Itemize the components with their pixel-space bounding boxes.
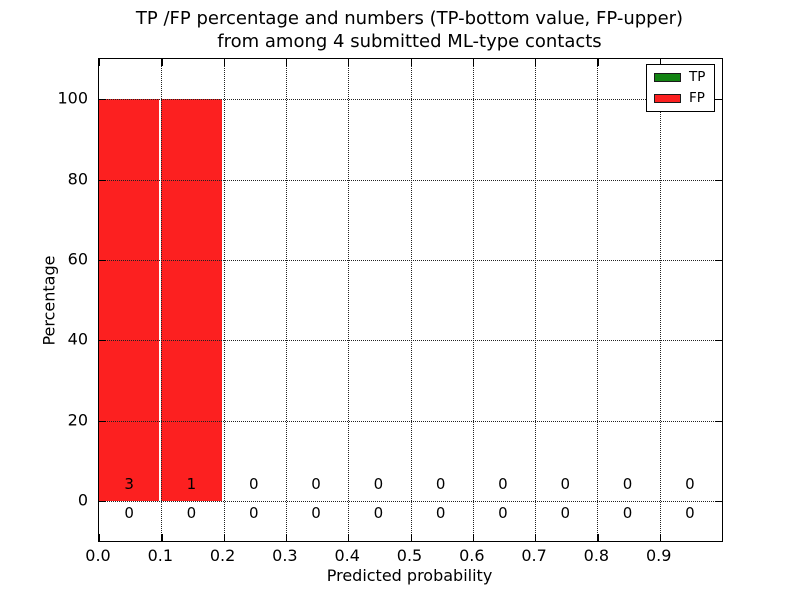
- count-label-tp: 0: [248, 503, 259, 522]
- chart-title: TP /FP percentage and numbers (TP-bottom…: [98, 7, 721, 53]
- x-tick-label: 0.0: [85, 546, 111, 565]
- x-tick-label: 0.9: [645, 546, 672, 565]
- bar-fp: [161, 99, 224, 501]
- gridline-vertical: [285, 59, 287, 541]
- y-tick-label: 40: [67, 329, 88, 349]
- count-label-tp: 0: [311, 503, 321, 522]
- plot-area: [98, 58, 723, 542]
- y-tick-label: 100: [57, 88, 88, 108]
- x-tick-label: 0.8: [583, 546, 610, 565]
- legend-label-tp: TP: [689, 69, 706, 85]
- x-axis-tick: [410, 534, 412, 541]
- gridline-vertical: [472, 59, 474, 541]
- count-label-fp: 0: [311, 474, 321, 493]
- x-axis-tick: [161, 534, 163, 541]
- x-axis-tick-top: [472, 59, 475, 66]
- count-label-fp: 0: [248, 474, 259, 493]
- x-axis-tick: [223, 534, 225, 541]
- chart-title-line1: TP /FP percentage and numbers (TP-bottom…: [135, 8, 684, 29]
- x-axis-tick: [597, 534, 599, 541]
- y-axis-tick: [99, 340, 106, 342]
- x-axis-tick: [285, 534, 288, 541]
- count-label-tp: 0: [622, 503, 633, 522]
- x-axis-tick-top: [535, 59, 537, 66]
- y-tick-label: 0: [77, 490, 88, 510]
- y-axis-tick: [99, 99, 106, 101]
- count-label-tp: 0: [124, 503, 134, 522]
- count-label-fp: 0: [622, 474, 633, 493]
- y-axis-tick-right: [715, 99, 722, 101]
- x-axis-tick: [659, 534, 661, 541]
- y-axis-tick-right: [715, 340, 722, 342]
- y-axis-tick: [99, 259, 106, 262]
- y-tick-label: 60: [67, 249, 88, 269]
- x-axis-tick-top: [410, 59, 412, 66]
- x-axis-tick-top: [99, 59, 101, 66]
- x-axis-tick-top: [285, 59, 288, 66]
- x-axis-tick-top: [659, 59, 661, 66]
- y-tick-label: 80: [67, 169, 88, 188]
- x-axis-tick-top: [223, 59, 225, 66]
- y-axis-tick-right: [715, 259, 722, 262]
- gridline-vertical: [348, 59, 350, 541]
- x-tick-label: 0.5: [396, 546, 423, 565]
- x-axis-tick: [535, 534, 537, 541]
- gridline-vertical: [223, 59, 225, 541]
- count-label-fp: 0: [498, 474, 508, 493]
- y-axis-tick: [99, 500, 106, 503]
- count-label-fp: 0: [373, 474, 384, 493]
- x-axis-tick: [348, 534, 350, 541]
- x-axis-tick: [99, 534, 101, 541]
- count-label-tp: 0: [685, 503, 695, 522]
- y-axis-tick: [99, 179, 106, 181]
- gridline-vertical: [535, 59, 537, 541]
- legend-item-fp: FP: [647, 90, 714, 108]
- count-label-tp: 0: [186, 503, 197, 522]
- gridline-vertical: [410, 59, 412, 541]
- gridline-vertical: [597, 59, 599, 541]
- x-axis-tick-top: [161, 59, 163, 66]
- y-axis-tick-right: [715, 420, 722, 422]
- bar-fp: [99, 99, 162, 501]
- legend: TP FP: [646, 64, 715, 112]
- count-label-fp: 0: [435, 474, 446, 493]
- count-label-fp: 0: [685, 474, 695, 493]
- chart-title-line2: from among 4 submitted ML-type contacts: [217, 31, 602, 52]
- x-tick-label: 0.3: [272, 546, 298, 565]
- x-tick-label: 0.4: [334, 546, 360, 565]
- count-label-tp: 0: [498, 503, 508, 522]
- x-tick-label: 0.1: [147, 546, 174, 565]
- fp-color-swatch: [654, 94, 681, 103]
- x-tick-label: 0.2: [209, 546, 236, 565]
- x-tick-label: 0.6: [459, 546, 485, 565]
- legend-item-tp: TP: [647, 69, 714, 87]
- y-axis-label: Percentage: [39, 255, 59, 346]
- legend-label-fp: FP: [689, 90, 705, 106]
- x-axis-label: Predicted probability: [326, 566, 493, 585]
- y-tick-label: 20: [67, 410, 88, 429]
- gridline-vertical: [659, 59, 661, 541]
- count-label-fp: 3: [124, 474, 134, 493]
- y-axis-tick-right: [715, 179, 722, 181]
- x-axis-tick: [472, 534, 475, 541]
- count-label-tp: 0: [560, 503, 571, 522]
- x-axis-tick-top: [597, 59, 599, 66]
- gridline-vertical: [161, 59, 163, 541]
- y-axis-tick: [99, 420, 106, 422]
- count-label-tp: 0: [373, 503, 384, 522]
- count-label-fp: 1: [186, 474, 197, 493]
- count-label-tp: 0: [435, 503, 446, 522]
- x-axis-tick-top: [348, 59, 350, 66]
- y-axis-tick-right: [715, 500, 722, 503]
- x-tick-label: 0.7: [521, 546, 547, 565]
- tp-color-swatch: [654, 73, 681, 82]
- count-label-fp: 0: [560, 474, 571, 493]
